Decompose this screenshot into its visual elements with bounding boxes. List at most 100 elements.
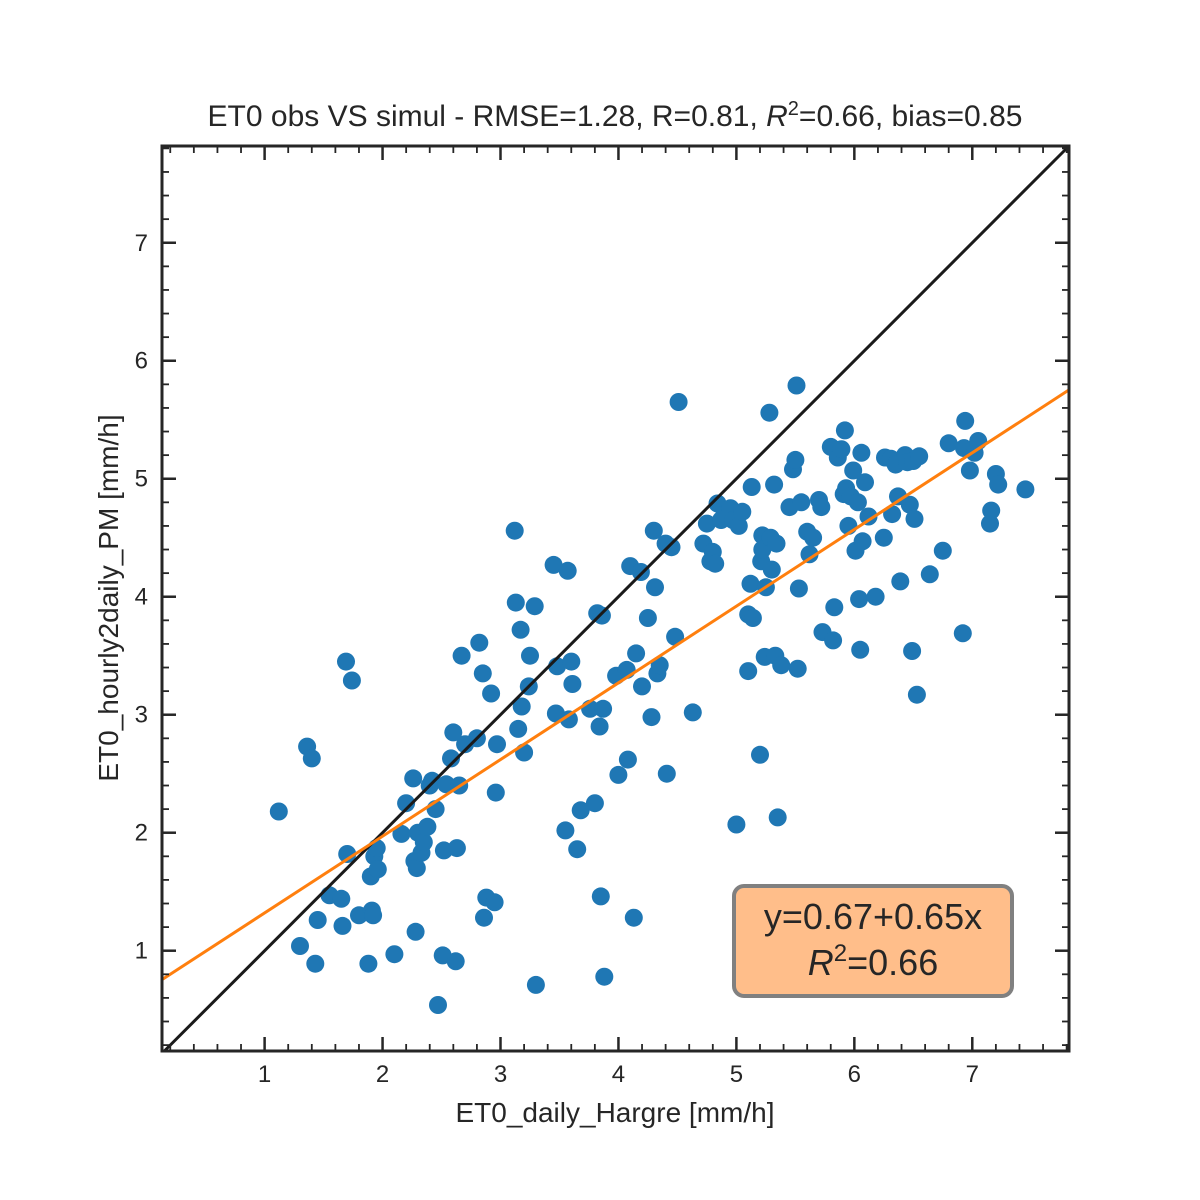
data-point-69 <box>559 710 578 729</box>
data-point-85 <box>618 750 637 769</box>
data-point-134 <box>772 656 791 675</box>
data-point-20 <box>385 945 404 964</box>
x-tick-label: 4 <box>612 1061 625 1088</box>
data-point-61 <box>521 646 539 665</box>
regression-line <box>161 388 1070 981</box>
data-point-68 <box>558 561 577 580</box>
identity-line <box>163 144 1071 1053</box>
data-point-146 <box>812 498 831 517</box>
data-point-32 <box>423 771 442 790</box>
data-point-83 <box>609 765 628 784</box>
data-point-160 <box>848 493 867 512</box>
data-point-72 <box>568 840 587 859</box>
data-point-195 <box>989 475 1008 494</box>
data-point-189 <box>960 461 979 480</box>
data-point-88 <box>627 644 646 663</box>
data-point-5 <box>308 911 327 929</box>
data-point-34 <box>429 996 447 1014</box>
data-point-87 <box>624 908 643 927</box>
data-point-57 <box>511 620 530 639</box>
data-point-63 <box>526 975 545 994</box>
data-point-168 <box>874 528 893 547</box>
data-point-41 <box>447 839 466 858</box>
data-point-184 <box>933 541 952 560</box>
data-point-29 <box>414 833 433 852</box>
data-point-196 <box>1016 480 1035 499</box>
data-point-78 <box>591 887 610 906</box>
data-point-178 <box>903 642 922 660</box>
data-point-16 <box>364 906 383 925</box>
data-point-90 <box>633 677 651 696</box>
data-point-8 <box>333 916 352 935</box>
data-point-81 <box>595 967 614 986</box>
data-point-143 <box>800 545 819 564</box>
data-point-55 <box>506 593 525 612</box>
data-point-116 <box>739 662 758 681</box>
data-point-93 <box>644 521 663 540</box>
data-point-92 <box>642 708 661 727</box>
data-point-158 <box>844 461 863 480</box>
plot-area <box>161 144 1071 1053</box>
data-point-94 <box>646 578 664 597</box>
data-point-38 <box>442 749 460 768</box>
data-point-19 <box>368 860 387 879</box>
data-point-129 <box>762 560 781 579</box>
data-point-51 <box>485 893 504 912</box>
data-point-149 <box>824 631 843 650</box>
y-axis-label: ET0_hourly2daily_PM [mm/h] <box>93 414 124 781</box>
data-point-188 <box>956 411 975 430</box>
data-point-140 <box>789 579 808 598</box>
data-point-39 <box>444 723 463 742</box>
x-tick-label: 3 <box>494 1061 507 1088</box>
data-point-164 <box>853 532 872 551</box>
annotation-box-background <box>732 884 1014 998</box>
data-point-21 <box>392 824 411 843</box>
data-point-107 <box>706 554 725 573</box>
data-point-192 <box>981 514 999 533</box>
data-point-64 <box>544 555 563 574</box>
annotation-r-squared: R2=0.66 <box>808 940 938 983</box>
data-point-4 <box>306 954 325 973</box>
data-point-174 <box>891 572 910 591</box>
y-tick-label: 1 <box>135 938 148 965</box>
data-point-152 <box>832 440 851 459</box>
data-point-165 <box>856 473 874 492</box>
data-point-185 <box>939 434 958 453</box>
plot-frame <box>160 144 1071 1053</box>
data-point-23 <box>404 769 423 788</box>
x-axis-label: ET0_daily_Hargre [mm/h] <box>455 1097 774 1128</box>
data-point-89 <box>631 563 650 581</box>
data-point-10 <box>338 845 357 863</box>
data-point-133 <box>768 808 787 827</box>
data-point-13 <box>359 954 378 973</box>
data-point-75 <box>585 794 604 813</box>
data-point-9 <box>337 652 355 671</box>
data-point-130 <box>765 475 784 494</box>
data-point-77 <box>590 717 609 736</box>
data-point-53 <box>488 735 506 754</box>
data-point-167 <box>866 587 885 606</box>
data-point-132 <box>767 534 786 553</box>
data-point-182 <box>910 447 929 466</box>
x-tick-label: 7 <box>966 1061 979 1088</box>
data-point-139 <box>788 659 807 678</box>
data-point-47 <box>473 664 492 683</box>
data-point-80 <box>594 699 613 718</box>
data-point-104 <box>697 514 716 533</box>
data-point-58 <box>512 697 531 716</box>
regression-annotation: y=0.67+0.65x R2=0.66 <box>732 884 1014 998</box>
y-tick-label: 3 <box>135 702 148 729</box>
data-point-161 <box>850 590 869 609</box>
data-point-26 <box>407 859 426 878</box>
data-point-1 <box>291 937 309 955</box>
y-tick-label: 7 <box>135 230 148 257</box>
data-point-115 <box>733 502 752 521</box>
x-tick-label: 1 <box>258 1061 271 1088</box>
scatter-points <box>269 376 1035 1014</box>
data-point-71 <box>563 675 582 693</box>
data-point-102 <box>683 703 702 722</box>
data-point-120 <box>743 609 762 627</box>
data-point-180 <box>905 509 924 528</box>
data-point-99 <box>662 538 681 557</box>
